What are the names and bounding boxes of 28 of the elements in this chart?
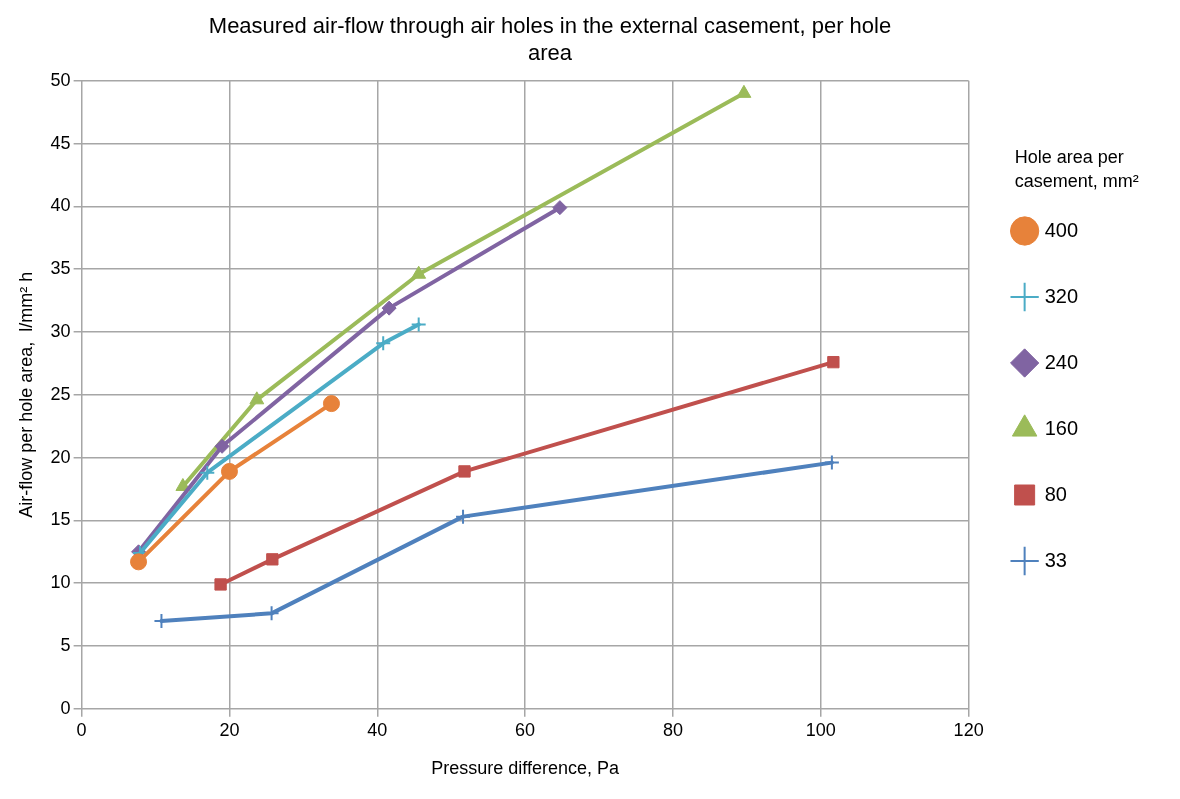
x-tick-label: 20 [219, 719, 240, 740]
x-tick-label: 0 [76, 719, 87, 740]
legend-label: 33 [1044, 548, 1067, 571]
y-tick-label: 35 [50, 258, 71, 279]
x-tick-label: 100 [805, 719, 836, 740]
chart-title: Measured air-flow through air holes in the external casement, per hole area [208, 13, 892, 65]
y-tick-label: 25 [50, 383, 71, 404]
legend-label: 320 [1044, 284, 1079, 307]
y-tick-label: 10 [50, 572, 71, 593]
y-tick-label: 30 [50, 320, 71, 341]
y-tick-label: 0 [60, 697, 71, 718]
y-tick-label: 45 [50, 132, 71, 153]
x-tick-label: 60 [515, 719, 536, 740]
y-axis-title: Air-flow per hole area, l/mm² h [15, 271, 36, 518]
legend-label: 400 [1044, 218, 1079, 241]
legend-label: 160 [1044, 416, 1079, 439]
y-tick-label: 20 [50, 446, 71, 467]
legend-label: 240 [1044, 350, 1079, 373]
legend-label: 80 [1044, 482, 1067, 505]
x-tick-label: 120 [953, 719, 984, 740]
x-tick-label: 80 [662, 719, 683, 740]
y-tick-label: 15 [50, 509, 71, 530]
x-tick-label: 40 [367, 719, 388, 740]
legend-title: Hole area per casement, mm² [1014, 147, 1139, 191]
x-axis-title: Pressure difference, Pa [431, 758, 620, 779]
y-tick-label: 5 [60, 634, 71, 655]
y-tick-label: 50 [50, 69, 71, 90]
y-tick-label: 40 [50, 195, 71, 216]
